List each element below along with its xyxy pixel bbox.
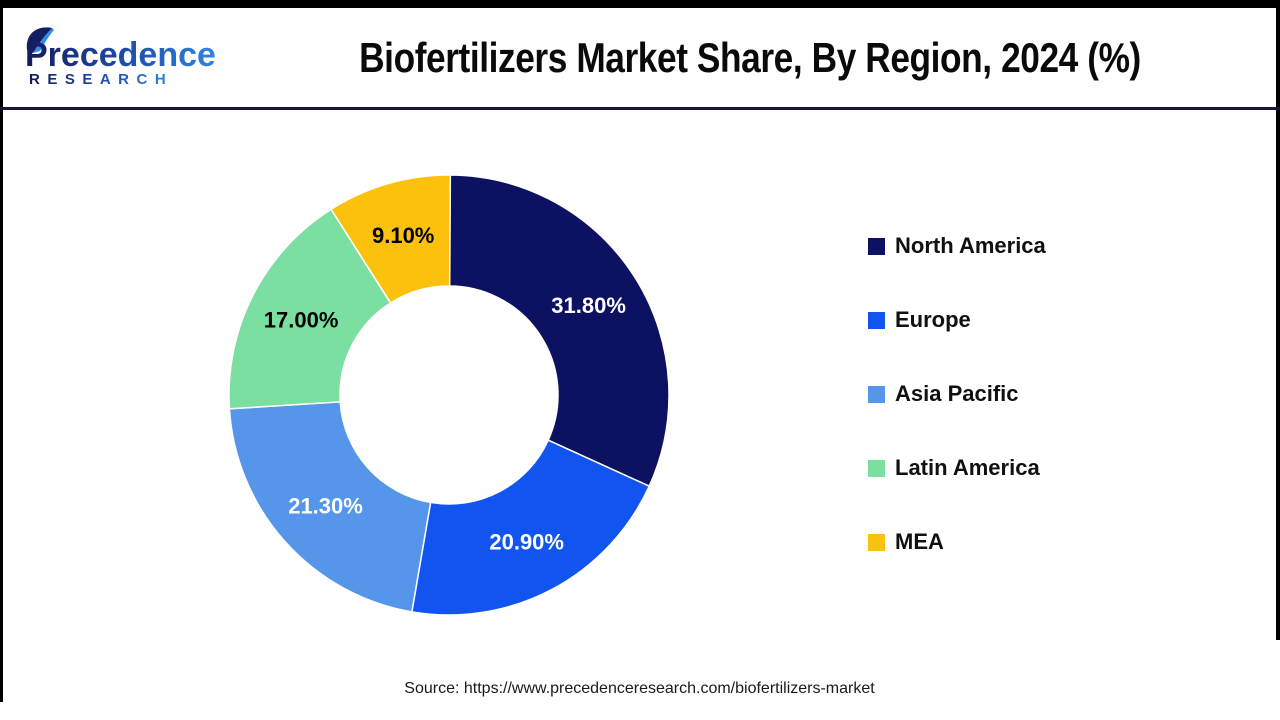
legend-item-mea: MEA bbox=[868, 530, 1046, 554]
legend-item-asia-pacific: Asia Pacific bbox=[868, 382, 1046, 406]
page-title: Biofertilizers Market Share, By Region, … bbox=[359, 33, 1141, 81]
legend-label-asia-pacific: Asia Pacific bbox=[895, 381, 1019, 406]
legend-item-north-america: North America bbox=[868, 234, 1046, 258]
legend-swatch-latin-america bbox=[868, 459, 885, 477]
pie-slice-mea bbox=[330, 174, 452, 305]
slice-value-label-mea: 9.10% bbox=[372, 223, 434, 248]
chart-area: 31.80% 20.90% 21.30% 17.00% 9.10% North Amer… bbox=[3, 110, 1276, 720]
precedence-leaf-accent bbox=[33, 28, 54, 53]
pie-slice-europe bbox=[410, 439, 651, 616]
precedence-leaf-icon bbox=[26, 27, 52, 53]
legend-label-mea: MEA bbox=[895, 529, 944, 554]
logo-wordmark: Precedence bbox=[25, 36, 216, 74]
slice-value-label-asia-pacific: 21.30% bbox=[288, 494, 363, 519]
slice-value-label-latin-america: 17.00% bbox=[264, 307, 339, 332]
pie-slice-north-america bbox=[448, 174, 670, 488]
precedence-research-logo: Precedence RESEARCH bbox=[19, 22, 224, 93]
legend-label-north-america: North America bbox=[895, 233, 1046, 258]
pie-slice-latin-america bbox=[228, 208, 392, 410]
logo-graphic: Precedence RESEARCH bbox=[25, 27, 216, 88]
legend-item-europe: Europe bbox=[868, 308, 1046, 332]
header: Precedence RESEARCH Biofertilizers Marke… bbox=[3, 8, 1276, 107]
donut-chart: 31.80% 20.90% 21.30% 17.00% 9.10% bbox=[227, 173, 671, 617]
pie-slice-asia-pacific bbox=[228, 401, 432, 613]
source-attribution: Source: https://www.precedenceresearch.c… bbox=[404, 680, 875, 697]
legend-swatch-mea bbox=[868, 533, 885, 551]
chart-legend: North America Europe Asia Pacific Latin Ame… bbox=[868, 234, 1046, 554]
legend-swatch-north-america bbox=[868, 237, 885, 255]
legend-label-europe: Europe bbox=[895, 307, 971, 332]
legend-label-latin-america: Latin America bbox=[895, 455, 1040, 480]
slice-value-label-europe: 20.90% bbox=[489, 529, 564, 554]
legend-item-latin-america: Latin America bbox=[868, 456, 1046, 480]
frame-top-border bbox=[0, 0, 1280, 8]
frame-right-border bbox=[1276, 0, 1280, 640]
header-divider bbox=[0, 107, 1280, 110]
legend-swatch-asia-pacific bbox=[868, 385, 885, 403]
legend-swatch-europe bbox=[868, 311, 885, 329]
slice-value-label-north-america: 31.80% bbox=[551, 293, 626, 318]
frame-left-border bbox=[0, 0, 3, 702]
logo-subtitle: RESEARCH bbox=[29, 71, 173, 88]
